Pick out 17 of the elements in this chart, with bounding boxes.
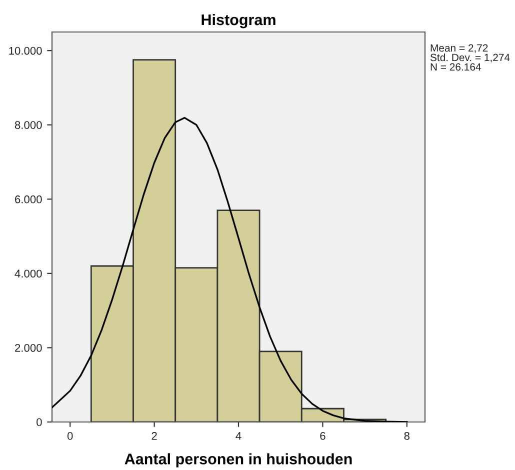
y-tick-label: 0 (36, 418, 42, 426)
y-tick-label: 6.000 (15, 195, 42, 204)
x-tick-label: 0 (67, 432, 73, 440)
y-tick-label: 4.000 (14, 270, 42, 278)
y-tick-label: 8.000 (14, 121, 42, 129)
x-tick-label: 8 (404, 432, 410, 440)
x-tick-label: 4 (236, 432, 242, 440)
x-tick-label: 6 (320, 432, 326, 440)
text: Mean = 2,72 (430, 44, 488, 53)
chart-title: Histogram (202, 14, 276, 28)
x-tick-label: 2 (152, 432, 157, 440)
x-axis-title: Aantal personen in huishouden (124, 453, 352, 468)
y-tick-label: 2.000 (15, 344, 42, 352)
text: Std. Dev. = 1,274 (430, 54, 510, 62)
text: N = 26.164 (430, 63, 481, 71)
y-tick-label: 10.000 (9, 46, 42, 55)
line-series (52, 116, 408, 422)
